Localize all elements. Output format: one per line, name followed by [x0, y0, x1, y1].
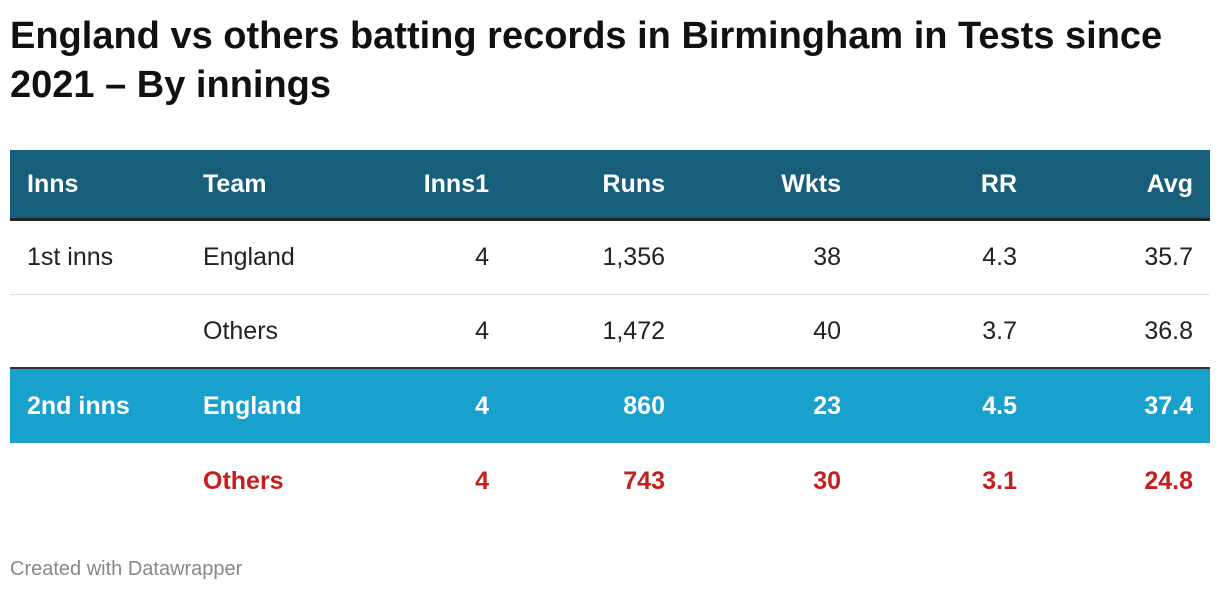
cell: 1,472 — [602, 316, 665, 345]
cell: Avg — [1146, 169, 1193, 198]
cell: Inns — [27, 169, 79, 198]
cell: England — [203, 391, 302, 420]
title: England vs others batting records in Bir… — [10, 15, 1163, 106]
cell: Runs — [602, 169, 666, 198]
cell: 4 — [475, 316, 489, 345]
cell: 24.8 — [1144, 466, 1193, 495]
cell — [27, 443, 187, 519]
cell: 743 — [623, 466, 665, 495]
cell: Others — [203, 316, 279, 345]
cell: 30 — [813, 466, 841, 495]
cell: 3.7 — [982, 316, 1017, 345]
credit: Created with Datawrapper — [10, 558, 243, 580]
cell: Team — [203, 169, 267, 198]
table: Inns Team Inns1 Runs Wkts RR Avg 1st inns Englan… — [10, 150, 1210, 519]
cell: England — [203, 243, 295, 271]
cell: 4 — [475, 466, 489, 495]
cell: 4.5 — [982, 391, 1017, 420]
cell: 1,356 — [602, 243, 665, 271]
cell: 3.1 — [982, 466, 1017, 495]
cell: RR — [980, 169, 1017, 198]
cell: 4 — [475, 243, 489, 271]
cell: 860 — [623, 391, 665, 420]
cell: 2nd inns — [27, 391, 130, 420]
cell: 1st inns — [27, 243, 114, 271]
cell: 36.8 — [1144, 316, 1193, 345]
cell: Inns1 — [423, 169, 489, 198]
table-row: 1st inns England 4 1,356 38 4.3 35.7 — [10, 221, 1210, 295]
cell: 38 — [813, 243, 841, 271]
cell: 23 — [813, 391, 841, 420]
cell: 40 — [813, 316, 841, 345]
cell: Wkts — [781, 169, 841, 198]
cell: Others — [203, 466, 284, 495]
table-row: 2nd inns England 4 860 23 4.5 37.4 — [10, 369, 1210, 443]
header-row: Inns Team Inns1 Runs Wkts RR Avg — [10, 150, 1210, 221]
cell: 35.7 — [1144, 243, 1193, 271]
cell: 37.4 — [1144, 391, 1193, 420]
table-row: Others 4 743 30 3.1 24.8 — [10, 443, 1210, 519]
table-row: Others 4 1,472 40 3.7 36.8 — [10, 295, 1210, 369]
cell: 4.3 — [982, 243, 1017, 271]
cell — [27, 295, 187, 367]
cell: 4 — [475, 391, 489, 420]
